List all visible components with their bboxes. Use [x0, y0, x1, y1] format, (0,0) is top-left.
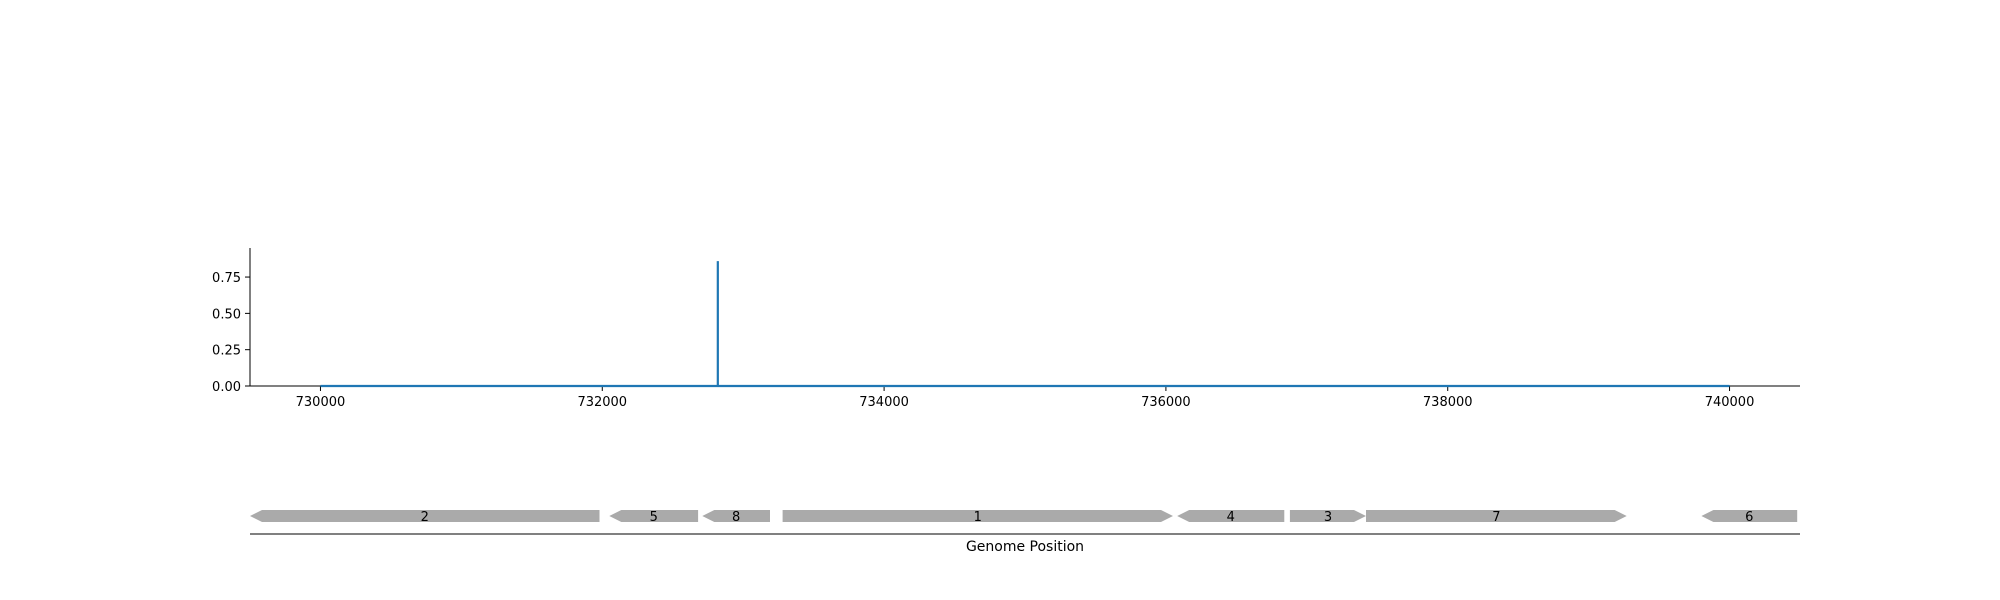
x-tick-label: 738000: [1423, 395, 1473, 410]
y-ticks: 0.00 0.25 0.50 0.75: [212, 271, 250, 395]
gene-label: 8: [732, 510, 740, 525]
gene-label: 4: [1227, 510, 1235, 525]
gene-track: 2 5 8 1 4 3 7 6: [250, 510, 1798, 525]
x-tick-label: 730000: [296, 395, 346, 410]
gene-arrow: [250, 510, 600, 522]
signal-plot: 730000 732000 734000 736000 738000 740000 0.0…: [212, 248, 1800, 410]
x-tick-label: 732000: [577, 395, 627, 410]
gene-label: 6: [1745, 510, 1753, 525]
gene-arrow: [1701, 510, 1798, 522]
gene-arrow: [1366, 510, 1627, 522]
y-tick-label: 0.00: [212, 380, 241, 395]
x-tick-label: 740000: [1705, 395, 1755, 410]
series-line: [320, 261, 1730, 388]
y-tick-label: 0.25: [212, 344, 241, 359]
x-axis-label: Genome Position: [966, 539, 1084, 555]
gene-arrow: [782, 510, 1173, 522]
gene-label: 3: [1324, 510, 1332, 525]
series-layer: [320, 261, 1730, 388]
gene-arrow: [1177, 510, 1285, 522]
gene-arrow: [609, 510, 699, 522]
y-tick-label: 0.50: [212, 307, 241, 322]
gene-label: 7: [1492, 510, 1500, 525]
x-ticks: 730000 732000 734000 736000 738000 740000: [296, 386, 1755, 410]
y-tick-label: 0.75: [212, 271, 241, 286]
gene-label: 1: [974, 510, 982, 525]
x-tick-label: 734000: [859, 395, 909, 410]
gene-arrow: [702, 510, 770, 522]
x-tick-label: 736000: [1141, 395, 1191, 410]
gene-label: 5: [650, 510, 658, 525]
gene-label: 2: [421, 510, 429, 525]
gene-arrow: [1289, 510, 1366, 522]
